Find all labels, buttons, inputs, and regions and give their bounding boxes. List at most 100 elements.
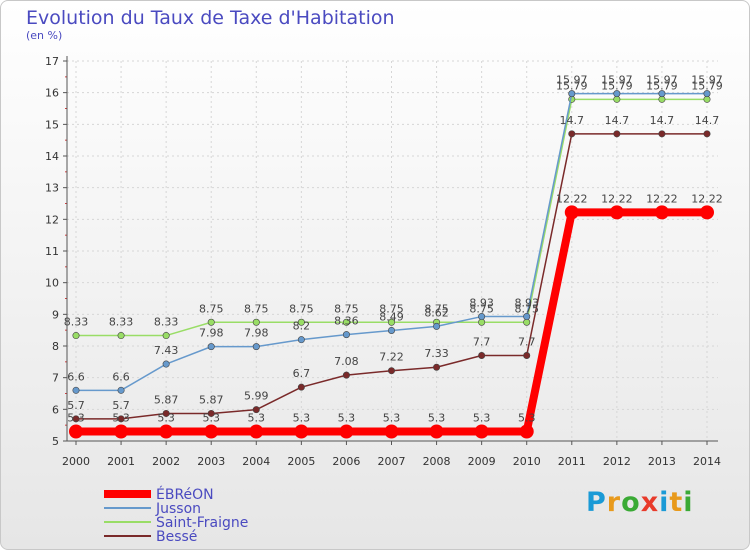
data-label: 15.97 [556, 74, 588, 87]
data-label: 5.3 [67, 412, 85, 425]
data-point [613, 130, 621, 138]
proxiti-logo: Proxiti [586, 487, 694, 518]
data-label: 8.93 [514, 297, 539, 310]
data-label: 8.49 [379, 310, 404, 323]
data-point [342, 318, 350, 326]
logo-letter: r [606, 487, 622, 518]
data-point [519, 424, 534, 439]
data-label: 8.62 [424, 306, 449, 319]
x-tick-label: 2008 [423, 455, 451, 468]
x-tick-label: 2011 [558, 455, 586, 468]
logo-letter: t [669, 487, 684, 518]
data-point [568, 90, 576, 98]
data-label: 5.7 [67, 399, 85, 412]
x-tick-label: 2002 [152, 455, 180, 468]
data-point [162, 332, 170, 340]
data-point [523, 351, 531, 359]
data-point [339, 424, 354, 439]
logo-letter: P [586, 487, 607, 518]
data-point [159, 424, 174, 439]
data-point [72, 415, 80, 423]
data-label: 7.98 [199, 327, 224, 340]
data-label: 6.6 [67, 370, 85, 383]
y-tick-label: 5 [52, 435, 59, 448]
logo-letter: x [640, 487, 660, 518]
data-point [69, 424, 83, 439]
series-group [69, 90, 714, 439]
data-label: 8.33 [109, 316, 134, 329]
data-label: 5.3 [428, 412, 446, 425]
data-label: 5.3 [338, 412, 356, 425]
data-point [703, 90, 711, 98]
data-label: 15.97 [691, 74, 723, 87]
data-label: 8.2 [293, 320, 311, 333]
data-point [252, 406, 260, 414]
data-label: 15.79 [691, 79, 723, 92]
data-point [387, 318, 395, 326]
x-tick-label: 2004 [242, 455, 270, 468]
data-point [384, 424, 399, 439]
x-tick-label: 2003 [197, 455, 225, 468]
data-point [207, 343, 215, 351]
x-tick-label: 2000 [62, 455, 90, 468]
data-label: 15.79 [556, 79, 588, 92]
data-point [297, 336, 305, 344]
data-point [207, 318, 215, 326]
data-label: 5.3 [383, 412, 401, 425]
chart-title: Evolution du Taux de Taxe d'Habitation [26, 7, 395, 29]
data-point [523, 313, 531, 321]
data-point [568, 130, 576, 138]
data-label: 15.97 [601, 74, 633, 87]
data-label: 15.97 [646, 74, 678, 87]
data-label: 14.7 [605, 114, 630, 127]
data-label: 6.6 [112, 370, 130, 383]
data-label: 14.7 [560, 114, 585, 127]
data-label: 5.3 [157, 412, 175, 425]
data-label: 14.7 [695, 114, 720, 127]
data-point [207, 409, 215, 417]
data-label: 8.36 [334, 315, 359, 328]
data-label: 15.79 [646, 79, 678, 92]
y-tick-label: 8 [52, 340, 59, 353]
data-label: 5.87 [154, 393, 179, 406]
data-point [564, 205, 579, 220]
data-point [72, 332, 80, 340]
data-label: 8.75 [514, 302, 539, 315]
data-label: 7.7 [473, 336, 491, 349]
x-tick-label: 2006 [332, 455, 360, 468]
logo-letter: i [659, 487, 670, 518]
data-point [613, 90, 621, 98]
data-point [609, 205, 624, 220]
logo-letter: o [621, 487, 641, 518]
data-point [478, 351, 486, 359]
y-tick-label: 9 [52, 308, 59, 321]
data-point [474, 424, 489, 439]
data-label: 7.22 [379, 351, 404, 364]
x-tick-label: 2014 [693, 455, 721, 468]
data-point [387, 367, 395, 375]
data-point [252, 343, 260, 351]
data-point [429, 424, 444, 439]
data-point [658, 130, 666, 138]
data-point [162, 360, 170, 368]
y-tick-label: 12 [45, 213, 59, 226]
y-tick-label: 14 [45, 150, 59, 163]
data-label: 12.22 [556, 192, 588, 205]
data-point [654, 205, 669, 220]
y-tick-label: 10 [45, 277, 59, 290]
y-tick-label: 13 [45, 182, 59, 195]
data-point [658, 90, 666, 98]
data-label: 8.75 [424, 302, 449, 315]
data-point [249, 424, 264, 439]
x-tick-label: 2010 [513, 455, 541, 468]
data-label: 12.22 [646, 192, 678, 205]
data-label: 7.7 [518, 336, 536, 349]
data-point [114, 424, 129, 439]
data-label: 8.75 [334, 302, 359, 315]
logo-letter: i [683, 487, 694, 518]
data-point [700, 205, 714, 220]
data-label: 5.7 [112, 399, 130, 412]
data-label: 7.98 [244, 327, 269, 340]
